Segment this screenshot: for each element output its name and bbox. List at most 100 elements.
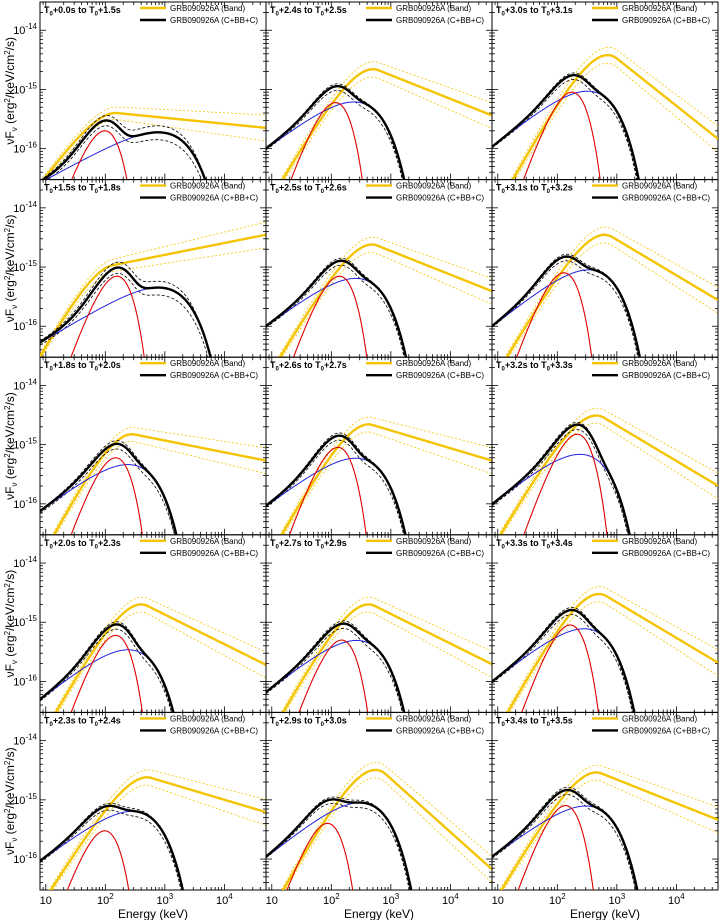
panel-title: T0+2.3s to T0+2.4s — [44, 715, 121, 728]
title-part: +3.0s — [324, 715, 347, 725]
total-upper-contour — [40, 261, 211, 358]
x-tick-label: 103 — [382, 892, 399, 907]
tick-base: 10 — [13, 736, 25, 748]
panel-title: T0+0.0s to T0+1.5s — [44, 5, 121, 18]
band-upper-contour — [510, 46, 718, 180]
panel-title: T0+1.5s to T0+1.8s — [44, 183, 121, 196]
legend-label: GRB090926A (Band) — [396, 359, 471, 368]
band-upper-contour — [499, 764, 718, 891]
tick-exponent: 2 — [561, 892, 566, 901]
band-model-line — [281, 768, 492, 891]
legend-label: GRB090926A (C+BB+C) — [170, 549, 258, 558]
tick-exponent: -14 — [25, 377, 37, 386]
tick-base: 10 — [323, 895, 335, 907]
ylabel-subscript: ν — [10, 482, 19, 486]
x-tick-label: 10 — [266, 895, 278, 907]
band-upper-contour — [505, 586, 718, 713]
title-part: +2.0s to T — [53, 538, 95, 548]
legend-label: GRB090926A (C+BB+C) — [396, 194, 484, 203]
x-tick-label: 104 — [668, 892, 685, 907]
total-model-line — [266, 622, 406, 713]
panel-legend: GRB090926A (Band) GRB090926A (C+BB+C) — [140, 4, 258, 25]
panel-curves — [492, 586, 718, 713]
band-lower-contour — [52, 784, 266, 891]
total-lower-contour — [40, 628, 172, 713]
legend-label: GRB090926A (C+BB+C) — [170, 194, 258, 203]
band-lower-contour — [55, 440, 266, 535]
tick-base: 10 — [668, 895, 680, 907]
tick-base: 10 — [13, 676, 25, 688]
spectrum-panel: T0+2.0s to T0+2.3s GRB090926A (Band)GRB09… — [39, 534, 267, 713]
blackbody-component-line — [290, 102, 363, 180]
x-axis-label: Energy (keV) — [344, 907, 414, 920]
title-subscript: 0 — [502, 544, 506, 550]
band-lower-contour — [283, 431, 492, 535]
panel-curves — [492, 46, 718, 180]
band-upper-contour — [53, 596, 266, 713]
spectrum-panel: T0+2.4s to T0+2.5s GRB090926A (Band)GRB09… — [265, 1, 493, 181]
band-upper-contour — [51, 427, 266, 535]
ylabel-superscript: 2 — [3, 808, 12, 813]
tick-exponent: 2 — [109, 892, 114, 901]
ylabel-superscript: 2 — [3, 275, 12, 280]
ylabel-superscript: 2 — [3, 50, 12, 55]
x-tick-label: 104 — [216, 892, 233, 907]
title-part: +2.4s — [98, 715, 121, 725]
tick-exponent: 3 — [395, 892, 400, 901]
title-part: T — [270, 538, 276, 548]
total-lower-contour — [266, 803, 411, 891]
title-part: T — [44, 360, 50, 370]
band-upper-contour — [498, 407, 718, 535]
panel-title: T0+3.0s to T0+3.1s — [496, 5, 573, 18]
tick-base: 10 — [442, 895, 454, 907]
y-tick-label: 10-16 — [13, 141, 37, 156]
total-model-line — [266, 259, 408, 358]
ylabel-part: (erg — [3, 103, 17, 128]
panel-ticks — [39, 179, 267, 358]
y-axis-label: νFν (erg2/keV/cm2/s) — [3, 747, 19, 855]
blackbody-component-line — [516, 272, 593, 358]
band-lower-contour — [284, 611, 492, 713]
title-subscript: 0 — [321, 12, 325, 18]
total-model-line — [40, 442, 178, 535]
title-part: +2.9s to T — [279, 715, 321, 725]
ylabel-part: νF — [3, 842, 17, 855]
panel-frame — [491, 711, 719, 891]
title-part: +2.6s to T — [279, 360, 321, 370]
title-subscript: 0 — [276, 544, 280, 550]
panel-legend: GRB090926A (Band) GRB090926A (C+BB+C) — [592, 714, 710, 735]
title-subscript: 0 — [95, 12, 99, 18]
blackbody-component-line — [70, 457, 143, 535]
legend-label: GRB090926A (Band) — [622, 359, 697, 368]
total-model-line — [266, 434, 407, 535]
tick-base: 10 — [40, 895, 52, 907]
tick-base: 10 — [216, 895, 228, 907]
band-upper-contour — [280, 761, 492, 891]
panel-title: T0+3.4s to T0+3.5s — [496, 715, 573, 728]
y-tick-label: 10-16 — [13, 496, 37, 511]
panel-ticks — [491, 356, 719, 536]
title-part: +3.2s — [550, 183, 573, 193]
title-part: +3.1s to T — [505, 183, 547, 193]
tick-exponent: -16 — [25, 496, 37, 505]
panel-legend: GRB090926A (Band) GRB090926A (C+BB+C) — [592, 4, 710, 25]
ylabel-part: /keV/cm — [3, 232, 17, 275]
title-part: T — [270, 183, 276, 193]
ylabel-subscript: ν — [10, 127, 19, 131]
panel-curves — [492, 226, 718, 358]
total-lower-contour — [492, 429, 629, 535]
panel-title: T0+3.2s to T0+3.3s — [496, 360, 573, 373]
x-axis-label: Energy (keV) — [118, 907, 188, 920]
y-tick-label: 10-15 — [13, 81, 37, 96]
panel-legend: GRB090926A (Band) GRB090926A (C+BB+C) — [592, 537, 710, 558]
ylabel-superscript: 2 — [3, 98, 12, 103]
spectrum-panel: T0+1.8s to T0+2.0s GRB090926A (Band)GRB09… — [39, 356, 267, 536]
band-lower-contour — [503, 779, 718, 891]
title-subscript: 0 — [50, 722, 54, 728]
blackbody-component-line — [286, 822, 354, 891]
y-tick-label: 10-14 — [13, 733, 37, 748]
panel-title: T0+2.0s to T0+2.3s — [44, 538, 121, 551]
panel-legend: GRB090926A (Band) GRB090926A (C+BB+C) — [366, 714, 484, 735]
ylabel-part: /s) — [3, 215, 17, 228]
